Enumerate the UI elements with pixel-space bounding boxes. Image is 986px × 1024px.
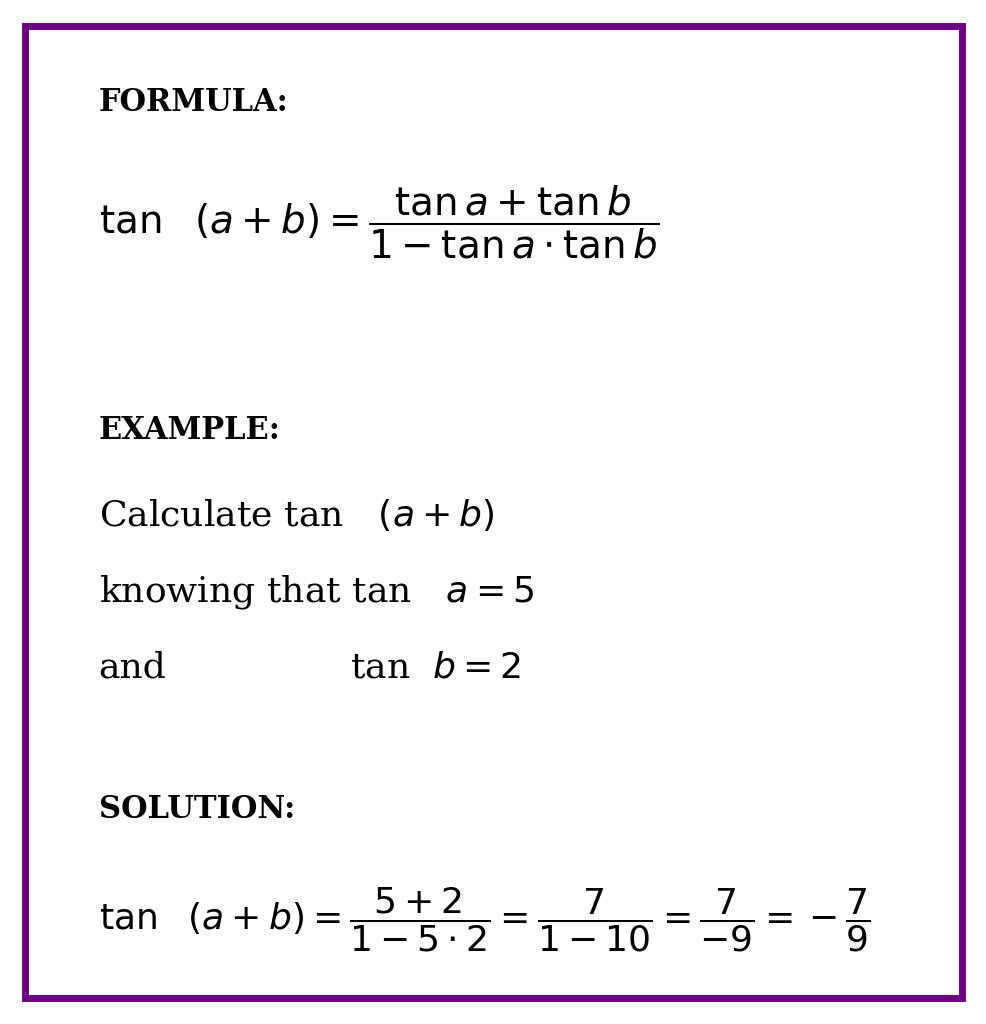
Text: $\tan \ \ (a + b) = \dfrac{5 + 2}{1 - 5 \cdot 2} = \dfrac{7}{1 - 10} = \dfrac{7}: $\tan \ \ (a + b) = \dfrac{5 + 2}{1 - 5 … [99, 886, 870, 954]
Text: and: and [99, 650, 167, 684]
Text: EXAMPLE:: EXAMPLE: [99, 415, 280, 445]
Text: tan $\ b = 2$: tan $\ b = 2$ [350, 650, 521, 684]
Text: $\tan \ \ (a + b) = \dfrac{\tan a + \tan b}{1 - \tan a \cdot \tan b}$: $\tan \ \ (a + b) = \dfrac{\tan a + \tan… [99, 184, 658, 261]
Text: Calculate tan $\ \ (a + b)$: Calculate tan $\ \ (a + b)$ [99, 497, 494, 532]
Text: knowing that tan $\ \ a = 5$: knowing that tan $\ \ a = 5$ [99, 573, 533, 611]
Text: SOLUTION:: SOLUTION: [99, 794, 295, 824]
Text: FORMULA:: FORMULA: [99, 87, 288, 118]
